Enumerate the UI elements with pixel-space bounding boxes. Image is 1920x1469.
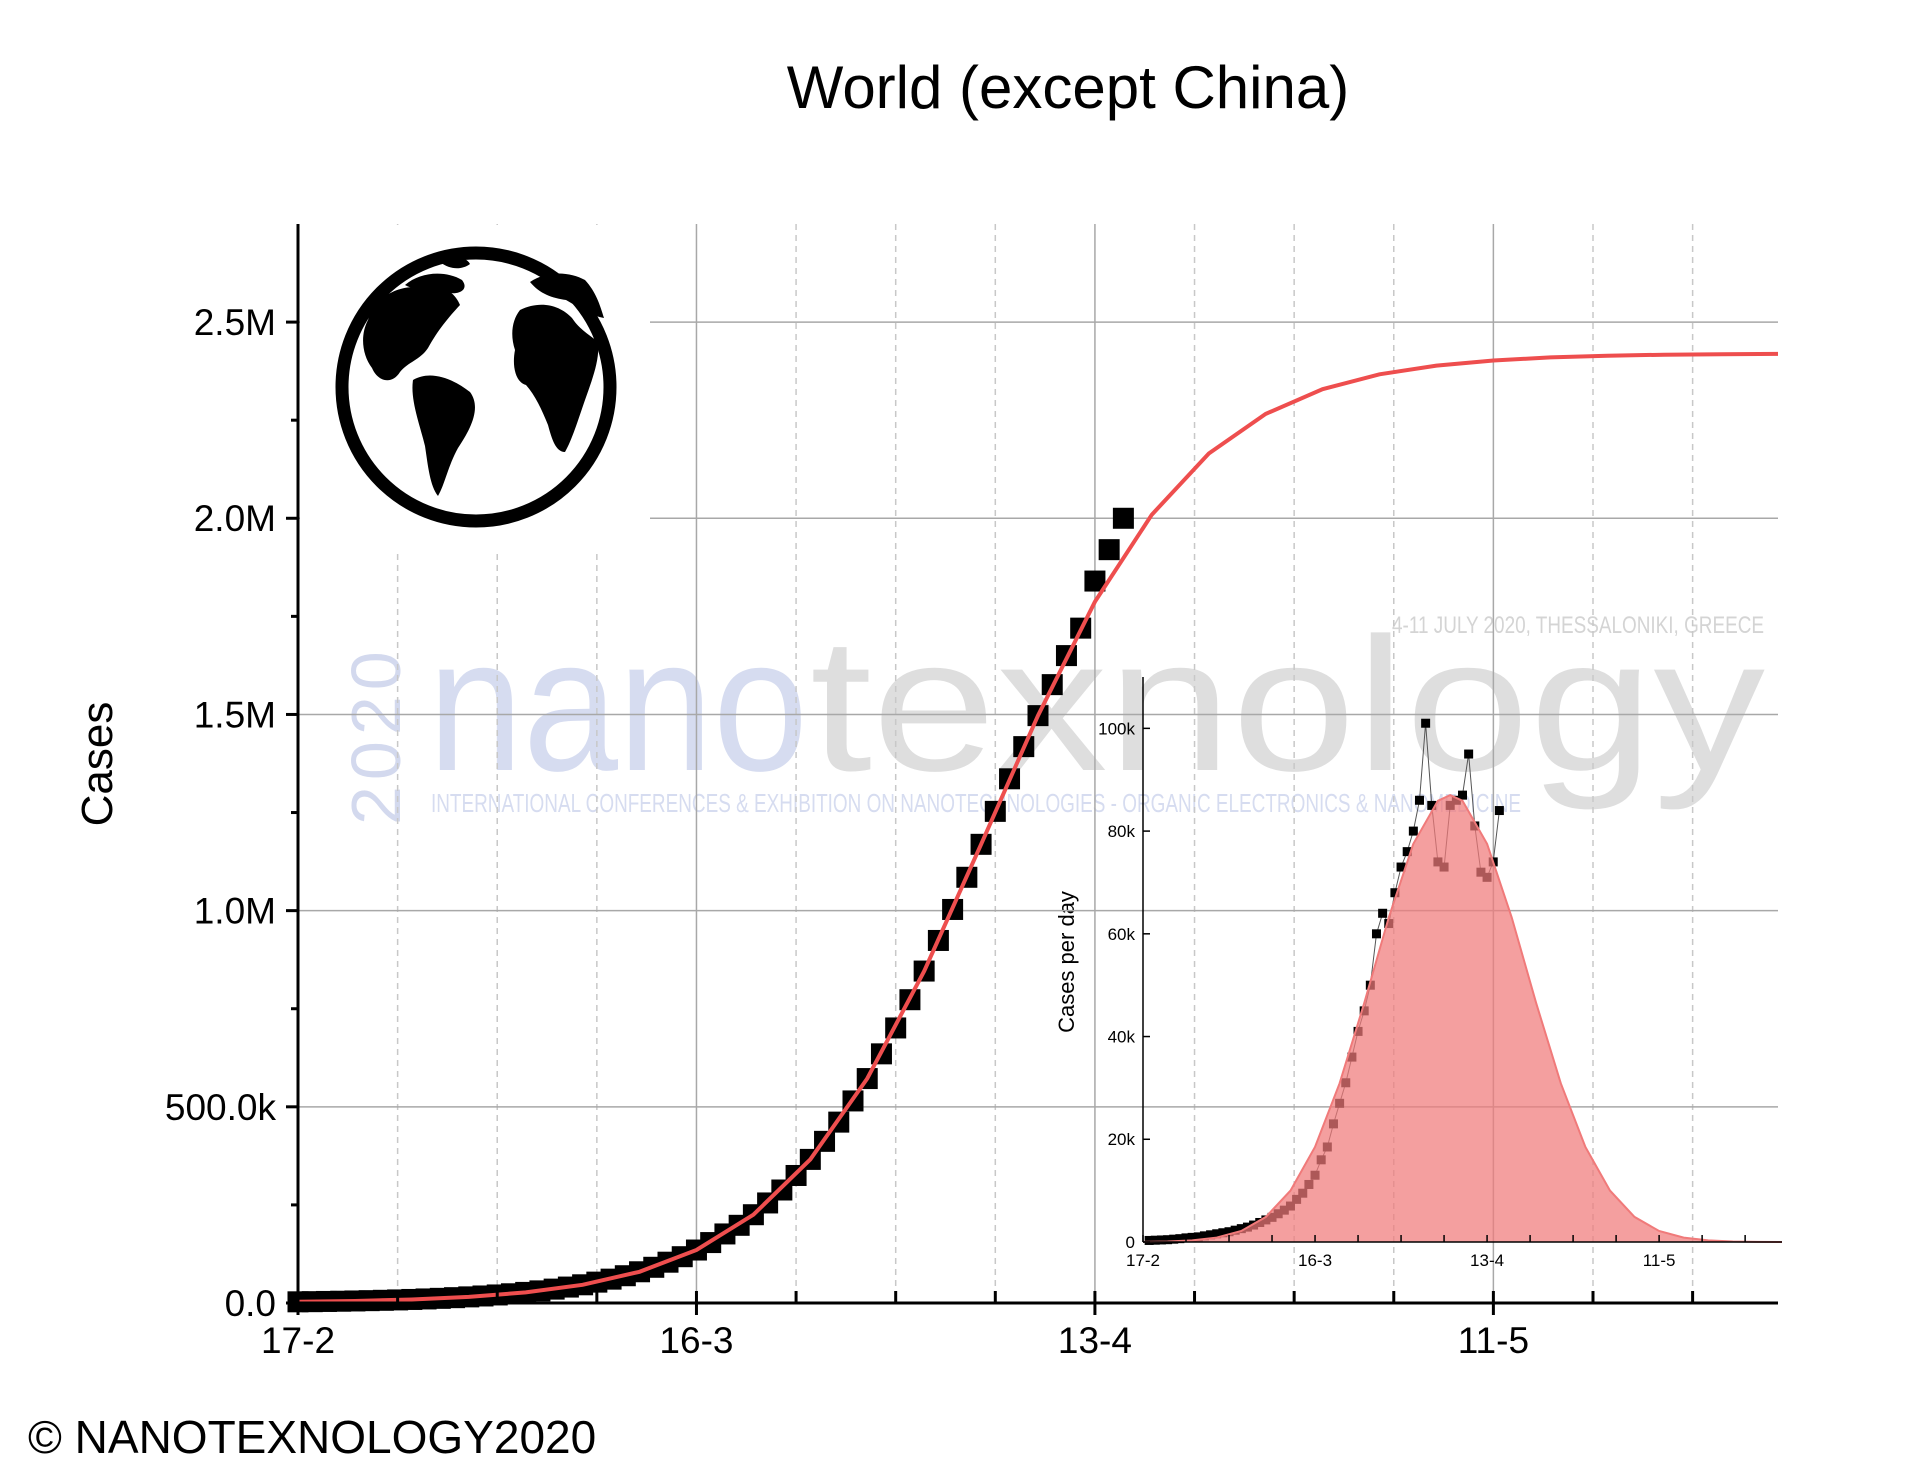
data-point (1187, 1232, 1197, 1242)
y-tick-label: 1.0M (194, 891, 276, 932)
data-point (1230, 1225, 1240, 1235)
watermark-year: 2020 (337, 645, 415, 825)
data-point (1112, 507, 1134, 529)
data-point (1206, 1230, 1216, 1240)
data-point (1144, 1235, 1154, 1245)
data-point (1193, 1232, 1203, 1242)
watermark-conference: INTERNATIONAL CONFERENCES & EXHIBITION O… (431, 788, 1521, 818)
y-tick-label: 2.0M (194, 498, 276, 539)
continent (412, 375, 475, 496)
data-point (1494, 806, 1504, 816)
data-point (1414, 795, 1424, 805)
main-plot: 17-2 16-3 13-4 11-5 0.0 500.0k 1.0M 1.5M 2.0M 2.5… (165, 224, 1779, 1361)
data-point (1421, 718, 1431, 728)
y-tick-label: 0 (1126, 1233, 1135, 1252)
data-point (1396, 862, 1406, 872)
y-tick-label: 20k (1108, 1130, 1136, 1149)
data-point (1175, 1234, 1185, 1244)
watermark-nano: nano (428, 599, 808, 811)
x-tick-label: 13-4 (1470, 1251, 1504, 1270)
data-point (1199, 1231, 1209, 1241)
data-point (1236, 1224, 1246, 1234)
data-point (1224, 1227, 1234, 1237)
data-point (1218, 1228, 1228, 1238)
data-point (1169, 1234, 1179, 1244)
data-point (1458, 790, 1467, 800)
data-point (1098, 539, 1120, 561)
continent (363, 286, 460, 381)
inset-y-axis-label: Cases per day (1054, 891, 1079, 1033)
y-tick-label: 1.5M (194, 694, 276, 735)
fit-area (1143, 795, 1782, 1242)
inset-plot: 17-2 16-3 13-4 11-5 0 20k 40k 60k 80k 100k (1098, 677, 1783, 1270)
x-tick-label: 17-2 (1126, 1251, 1160, 1270)
data-point (1402, 847, 1412, 857)
y-tick-label: 500.0k (165, 1087, 277, 1128)
data-point (1390, 888, 1400, 898)
y-tick-label: 100k (1098, 719, 1135, 738)
y-tick-label: 40k (1108, 1027, 1136, 1046)
y-tick-label: 60k (1108, 925, 1136, 944)
watermark-dates: 4-11 JULY 2020, THESSALONIKI, GREECE (1392, 612, 1764, 639)
continent (405, 273, 465, 294)
watermark: 2020 nano texnology 4-11 JULY 2020, THES… (337, 599, 1765, 825)
continent (512, 304, 599, 452)
y-tick-label: 2.5M (194, 302, 276, 343)
x-tick-label: 16-3 (1298, 1251, 1332, 1270)
globe-icon (335, 246, 617, 528)
data-point (1378, 908, 1388, 918)
data-point (1371, 929, 1381, 939)
continent (440, 256, 470, 269)
data-point (1212, 1229, 1222, 1239)
x-tick-label: 17-2 (261, 1320, 335, 1361)
continent (530, 273, 604, 318)
data-point (1464, 749, 1474, 759)
y-tick-label: 80k (1108, 822, 1136, 841)
y-tick-label: 0.0 (225, 1283, 276, 1324)
data-point (1408, 826, 1418, 836)
fit-line (1142, 793, 1783, 1243)
x-tick-label: 11-5 (1643, 1251, 1676, 1270)
x-tick-label: 13-4 (1058, 1320, 1132, 1361)
x-tick-label: 16-3 (659, 1320, 733, 1361)
chart-title: World (except China) (787, 54, 1349, 121)
data-point (1156, 1235, 1166, 1245)
watermark-texnology: texnology (810, 599, 1765, 811)
fit-line (297, 351, 1779, 1304)
data-point (1150, 1235, 1160, 1245)
data-point (1427, 800, 1437, 810)
data-point (1084, 570, 1106, 592)
data-point (1163, 1235, 1173, 1245)
y-axis-label: Cases (73, 702, 122, 827)
x-tick-label: 11-5 (1458, 1320, 1529, 1361)
footer: © NANOTEXNOLOGY2020 (28, 1411, 596, 1463)
